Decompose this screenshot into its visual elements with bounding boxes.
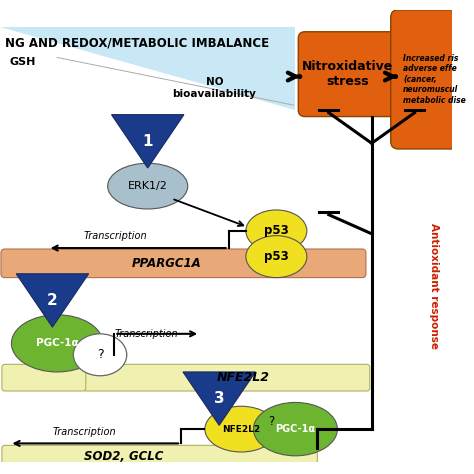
Text: ERK1/2: ERK1/2 — [128, 181, 168, 191]
Text: PGC-1α: PGC-1α — [36, 338, 79, 348]
Ellipse shape — [73, 334, 127, 376]
Text: PPARGC1A: PPARGC1A — [132, 257, 201, 270]
FancyBboxPatch shape — [2, 446, 317, 468]
Polygon shape — [0, 27, 295, 110]
Ellipse shape — [11, 315, 103, 372]
Text: 1: 1 — [143, 134, 153, 149]
Ellipse shape — [108, 163, 188, 209]
Text: NG AND REDOX/METABOLIC IMBALANCE: NG AND REDOX/METABOLIC IMBALANCE — [5, 36, 269, 49]
Polygon shape — [111, 115, 184, 168]
FancyBboxPatch shape — [1, 249, 366, 278]
FancyBboxPatch shape — [83, 365, 370, 391]
Text: GSH: GSH — [9, 57, 36, 67]
Ellipse shape — [246, 210, 307, 252]
Text: PGC-1α: PGC-1α — [275, 424, 316, 434]
Polygon shape — [16, 274, 89, 327]
Text: 2: 2 — [47, 293, 58, 308]
Text: Increased ris
adverse effe
(cancer,
neuromuscul
metabolic dise: Increased ris adverse effe (cancer, neur… — [403, 54, 466, 105]
Text: Transcription: Transcription — [53, 427, 116, 437]
Text: Transcription: Transcription — [114, 329, 178, 339]
Text: p53: p53 — [264, 224, 289, 237]
Polygon shape — [183, 372, 255, 425]
Text: Antioxidant response: Antioxidant response — [428, 223, 438, 349]
Text: NO
bioavailability: NO bioavailability — [173, 77, 256, 99]
Text: NFE2L2: NFE2L2 — [217, 371, 270, 384]
Ellipse shape — [254, 402, 337, 456]
Text: 3: 3 — [214, 391, 225, 406]
Text: p53: p53 — [264, 250, 289, 263]
FancyBboxPatch shape — [2, 365, 86, 391]
Text: ?: ? — [268, 415, 275, 428]
Ellipse shape — [246, 236, 307, 278]
Text: Nitroxidative
stress: Nitroxidative stress — [302, 60, 393, 88]
Text: ?: ? — [97, 348, 103, 361]
FancyBboxPatch shape — [298, 32, 397, 117]
Text: Transcription: Transcription — [84, 231, 147, 241]
Text: NFE2L2: NFE2L2 — [222, 425, 260, 434]
Text: SOD2, GCLC: SOD2, GCLC — [84, 450, 164, 463]
FancyBboxPatch shape — [391, 10, 474, 149]
Ellipse shape — [205, 406, 277, 452]
